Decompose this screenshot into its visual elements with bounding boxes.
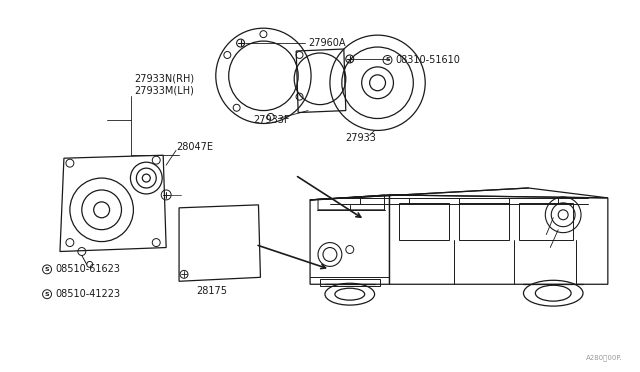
Text: 27960A: 27960A	[308, 38, 346, 48]
Text: 08310-51610: 08310-51610	[396, 55, 460, 65]
Text: 27933M(LH): 27933M(LH)	[134, 86, 195, 96]
Text: 08510-61623: 08510-61623	[55, 264, 120, 275]
Text: S: S	[385, 57, 390, 62]
Text: 27933F: 27933F	[253, 115, 290, 125]
Text: S: S	[45, 267, 49, 272]
Text: 27933N(RH): 27933N(RH)	[134, 74, 195, 84]
Text: 28047E: 28047E	[176, 142, 213, 152]
Text: S: S	[45, 292, 49, 297]
Text: 08510-41223: 08510-41223	[55, 289, 120, 299]
Text: 28175: 28175	[196, 286, 227, 296]
Text: 27933: 27933	[345, 133, 376, 143]
Text: A280、00P.: A280、00P.	[586, 354, 623, 361]
